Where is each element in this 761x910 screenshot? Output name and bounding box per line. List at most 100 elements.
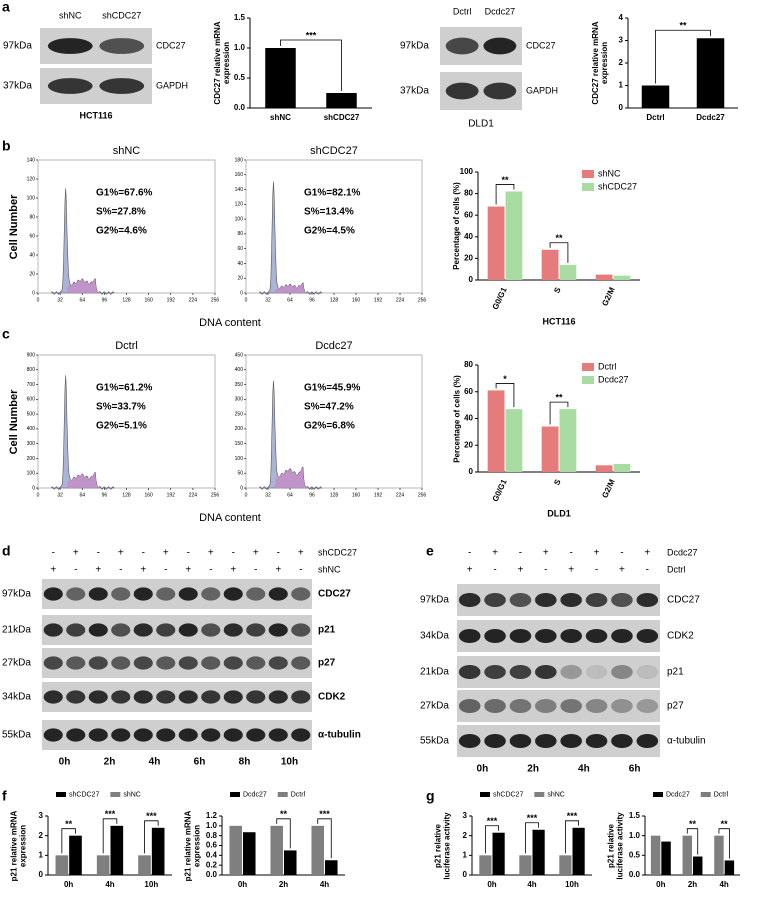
condition-sign: - [142,548,145,559]
condition-sign: - [570,548,573,559]
x-tick-label: 128 [330,297,339,303]
x-tick-label: 96 [102,297,108,303]
y-tick-label: 0.2 [206,860,218,869]
y-tick-label: 4 [619,13,624,22]
blot-band [509,733,532,749]
bar [325,860,338,875]
y-tick-label: 600 [27,397,36,403]
y-tick-label: 20 [464,440,473,449]
blot-band [88,690,108,704]
size-marker: 55kDa [420,736,449,747]
y-tick-label: 900 [27,352,36,358]
y-tick-label: 1.5 [629,811,641,820]
y-tick-label: 160 [235,172,244,178]
legend-swatch [700,792,711,797]
blot-band [585,592,608,608]
blot-band [133,690,153,704]
blot-band [458,733,481,749]
blot-band [585,628,608,644]
blot-band [458,698,481,714]
protein-label: GAPDH [156,80,188,90]
significance-bracket [655,29,711,84]
time-label: 2h [527,764,539,775]
significance-label: ** [501,175,509,185]
size-marker: 97kDa [400,41,429,52]
y-tick-label: 140 [235,187,244,193]
condition-sign: + [492,548,498,559]
x-tick-label: 0h [656,880,665,889]
y-tick-label: 0 [240,485,243,491]
condition-sign: + [140,565,146,576]
blot-band [88,587,108,601]
lane-label: shCDC27 [102,10,141,20]
x-axis-label: DLD1 [547,508,571,518]
protein-label: CDC27 [156,40,186,50]
y-tick-label: 0.6 [206,841,218,850]
x-axis-label: HCT116 [542,316,575,326]
y-tick-label: 100 [27,471,36,477]
protein-label: p27 [667,701,684,712]
panel-letter: c [2,326,10,342]
legend-swatch [277,792,288,797]
y-axis-label: Cell Number [7,194,20,259]
legend-swatch [56,792,66,797]
significance-label: *** [146,811,157,821]
bar [595,465,613,472]
time-label: 8h [239,757,251,768]
blot-band [268,656,288,670]
y-tick-label: 400 [27,426,36,432]
x-tick-label: 224 [189,297,198,303]
bar [487,206,505,280]
cell-cycle-stat: G1%=67.6% [96,188,153,199]
blot-band [201,623,221,637]
bar [641,85,670,108]
y-axis-label: p21 relative luciferase activity [433,811,451,880]
x-tick-label: G0/G1 [491,477,509,503]
y-tick-label: 100 [460,167,474,176]
x-tick-label: 224 [189,492,198,498]
blot-band [223,690,243,704]
blot-band [636,698,659,714]
x-tick-label: 0h [487,880,496,889]
legend-label: shNC [598,168,621,178]
y-tick-label: 100 [235,216,244,222]
protein-label: p21 [318,625,336,636]
significance-bracket [549,401,569,425]
protein-label: CDC27 [526,40,556,50]
condition-sign: - [620,548,623,559]
blot-band [43,623,63,637]
bar [311,825,324,875]
x-tick-label: 64 [287,297,293,303]
legend-swatch [582,363,594,371]
blot-band [483,82,517,100]
y-tick-label: 400 [235,367,244,373]
blot-band [43,690,63,704]
x-tick-label: 160 [352,492,361,498]
y-tick-label: 0 [619,103,624,112]
blot-band [66,690,86,704]
blot-band [246,587,266,601]
y-tick-label: 20 [237,276,243,282]
protein-label: p27 [318,658,336,669]
y-axis-label: p21 relative luciferase activity [606,811,624,880]
size-marker: 34kDa [420,631,449,642]
bar [243,832,256,875]
bar [96,855,110,875]
blot-band [178,656,198,670]
bar [505,191,523,280]
x-tick-label: 0h [64,880,73,889]
y-tick-label: 200 [235,426,244,432]
significance-bracket [317,818,332,859]
y-tick-label: 60 [464,387,473,396]
y-tick-label: 0 [32,290,35,296]
cell-cycle-stat: G2%=6.8% [304,421,355,432]
blot-band [111,587,131,601]
condition-sign: + [95,565,101,576]
y-tick-label: 1 [39,850,44,859]
significance-bracket [102,818,118,854]
x-tick-label: 32 [265,492,271,498]
bar [55,855,69,875]
blot-band [636,592,659,608]
size-marker: 34kDa [2,692,31,703]
